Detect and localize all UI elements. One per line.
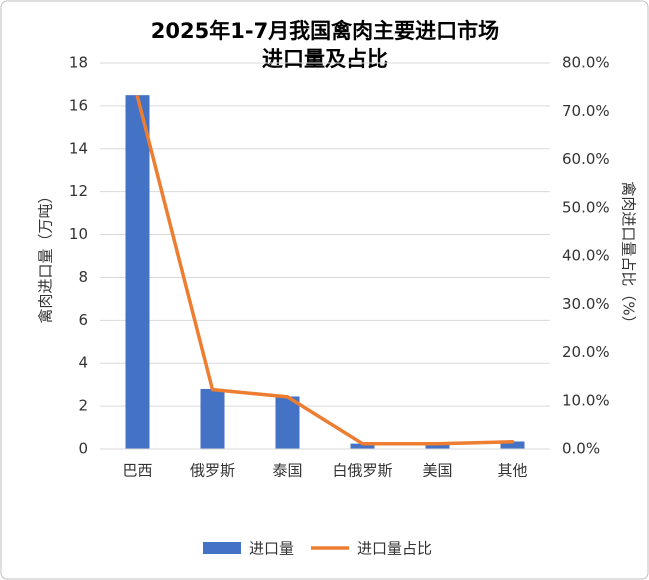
- y2-tick-label: 50.0%: [562, 198, 610, 216]
- bar: [500, 441, 525, 449]
- y-axis-label: 禽肉进口量（万吨）: [37, 188, 55, 323]
- y2-tick-label: 20.0%: [562, 343, 610, 361]
- x-tick-label: 俄罗斯: [190, 462, 235, 480]
- y2-tick-label: 0.0%: [562, 440, 600, 458]
- y-tick-label: 18: [69, 54, 88, 72]
- bar: [200, 388, 225, 449]
- x-tick-label: 巴西: [122, 462, 152, 480]
- bar: [125, 95, 150, 450]
- legend-swatch: [203, 542, 241, 554]
- y-tick-label: 0: [78, 440, 88, 458]
- bar: [350, 443, 375, 449]
- y-tick-label: 10: [69, 225, 88, 243]
- y2-tick-label: 60.0%: [562, 150, 610, 168]
- x-tick-label: 其他: [497, 462, 527, 480]
- y2-tick-label: 70.0%: [562, 102, 610, 120]
- chart-title: 2025年1-7月我国禽肉主要进口市场: [151, 19, 499, 43]
- y-tick-label: 16: [69, 96, 88, 114]
- y-tick-label: 6: [78, 311, 88, 329]
- legend-label: 进口量: [249, 540, 294, 558]
- y2-tick-label: 80.0%: [562, 54, 610, 72]
- y-tick-label: 14: [69, 139, 88, 157]
- y2-tick-label: 40.0%: [562, 247, 610, 265]
- y-tick-label: 8: [78, 268, 88, 286]
- bar: [425, 443, 450, 449]
- line: [135, 95, 515, 446]
- x-tick-label: 白俄罗斯: [332, 462, 392, 480]
- y-tick-label: 2: [78, 397, 88, 415]
- y-tick-label: 4: [78, 354, 88, 372]
- y2-tick-label: 10.0%: [562, 391, 610, 409]
- legend-label: 进口量占比: [357, 540, 432, 558]
- y-tick-label: 12: [69, 182, 88, 200]
- bar: [275, 396, 300, 449]
- y2-tick-label: 30.0%: [562, 295, 610, 313]
- x-tick-label: 泰国: [272, 462, 302, 480]
- y2-axis-label: 禽肉进口量占比（%）: [620, 181, 638, 330]
- x-tick-label: 美国: [422, 462, 452, 480]
- chart-title: 进口量及占比: [262, 47, 388, 71]
